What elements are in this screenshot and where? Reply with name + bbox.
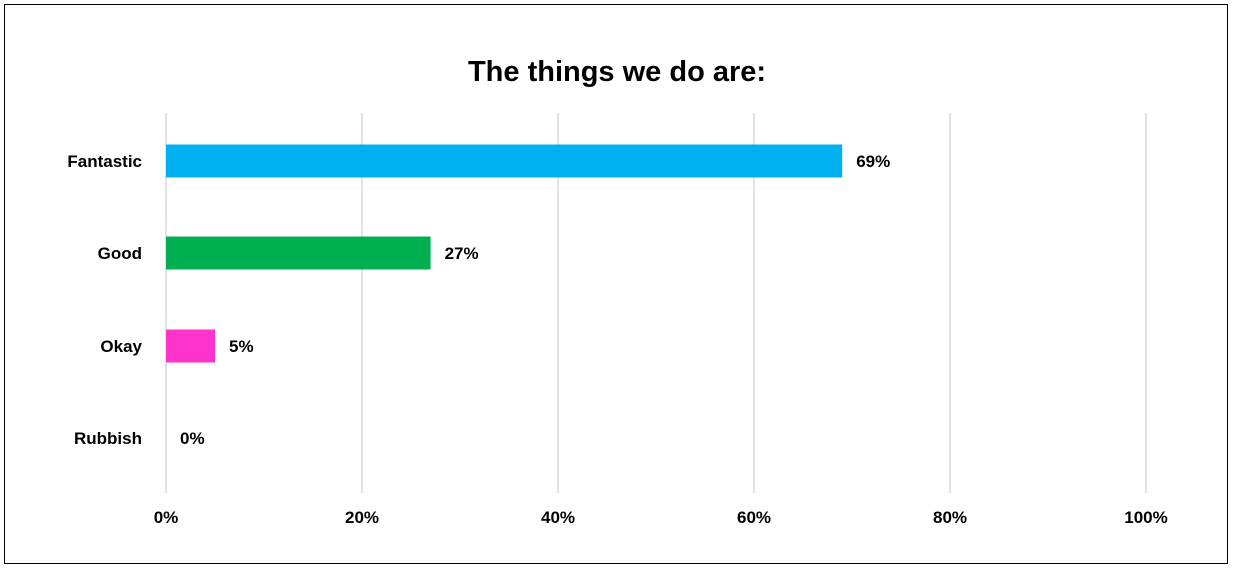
data-label: 5%: [229, 337, 254, 356]
chart-title: The things we do are:: [467, 56, 767, 88]
data-label: 0%: [180, 429, 205, 448]
x-tick-label: 20%: [345, 508, 379, 527]
bar-fantastic: [166, 144, 843, 178]
x-tick-label: 40%: [541, 508, 575, 527]
data-label: 69%: [856, 152, 890, 171]
category-label: Rubbish: [74, 429, 142, 448]
x-tick-label: 80%: [933, 508, 967, 527]
chart-frame: [4, 4, 1228, 564]
x-tick-label: 100%: [1124, 508, 1167, 527]
labels: 0% 20% 40% 60% 80% 100% Fantastic 69% Good 27% Oka…: [67, 152, 1167, 527]
bar-good: [166, 236, 431, 270]
bars: [166, 144, 843, 363]
category-label: Fantastic: [67, 152, 142, 171]
x-tick-label: 60%: [737, 508, 771, 527]
x-tick-label: 0%: [154, 508, 179, 527]
category-label: Good: [98, 244, 142, 263]
category-label: Okay: [100, 337, 142, 356]
bar-okay: [166, 329, 215, 363]
data-label: 27%: [445, 244, 479, 263]
